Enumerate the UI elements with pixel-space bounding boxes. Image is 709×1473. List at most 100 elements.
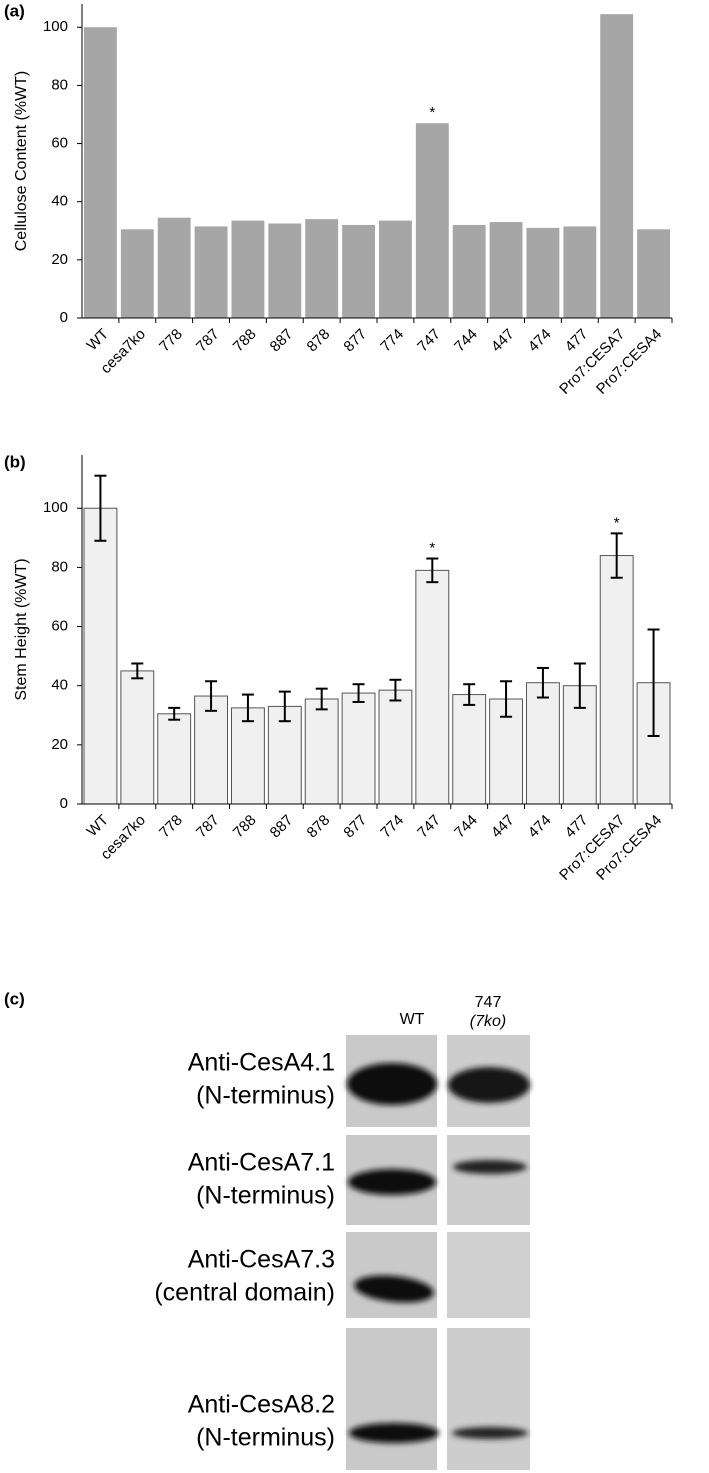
x-tick-label: 447 xyxy=(488,326,518,356)
x-tick-label: 447 xyxy=(488,812,518,842)
bar xyxy=(378,689,413,805)
bar xyxy=(157,713,192,805)
band xyxy=(347,1063,437,1105)
x-tick-label: 778 xyxy=(156,812,186,842)
annotation: * xyxy=(429,104,435,121)
x-tick-label: 788 xyxy=(230,326,260,356)
x-tick-label: 474 xyxy=(525,812,555,842)
bar xyxy=(563,226,597,318)
bar xyxy=(599,555,634,805)
x-tick-label: 747 xyxy=(414,812,444,842)
bar xyxy=(83,507,118,805)
bar xyxy=(452,694,487,805)
x-tick-label: 877 xyxy=(340,812,370,842)
bar xyxy=(600,14,634,318)
y-tick-label: 100 xyxy=(43,18,68,35)
y-axis-label: Cellulose Content (%WT) xyxy=(13,71,30,252)
row-label: (N-terminus) xyxy=(196,1082,335,1110)
x-tick-label: 477 xyxy=(562,812,592,842)
blot-lane xyxy=(447,1328,530,1470)
x-tick-label: 887 xyxy=(267,812,297,842)
x-tick-label: 878 xyxy=(304,326,334,356)
chart: (b)Stem Height (%WT)020406080100WTcesa7k… xyxy=(4,452,673,884)
bar xyxy=(231,707,265,805)
blot-panel: (c) WT 747 (7ko) Anti-CesA4.1 (N-terminu… xyxy=(4,989,530,1470)
y-tick-label: 0 xyxy=(60,309,68,326)
blot-lane xyxy=(346,1232,437,1318)
x-tick-label: WT xyxy=(84,326,113,355)
x-tick-label: 744 xyxy=(451,812,481,842)
blot-lane xyxy=(346,1328,437,1470)
x-tick-label: 878 xyxy=(304,812,334,842)
bar xyxy=(379,220,412,318)
blot-lane xyxy=(447,1232,530,1318)
bar xyxy=(304,698,339,805)
band xyxy=(348,1169,436,1195)
bar xyxy=(637,229,670,318)
bar xyxy=(231,220,265,318)
x-tick-label: 877 xyxy=(340,326,370,356)
x-tick-label: 747 xyxy=(414,326,444,356)
bar xyxy=(305,219,339,318)
annotation: * xyxy=(614,514,620,531)
band xyxy=(452,1427,528,1439)
bar xyxy=(341,692,376,805)
row-label: (N-terminus) xyxy=(196,1424,335,1452)
x-tick-label: 887 xyxy=(267,326,297,356)
row-label: Anti-CesA7.1 xyxy=(188,1149,335,1177)
bar xyxy=(452,224,486,318)
annotation: * xyxy=(429,539,435,556)
y-tick-label: 100 xyxy=(43,499,68,516)
y-tick-label: 20 xyxy=(51,736,68,753)
panel-label: (c) xyxy=(4,989,25,1008)
column-header: WT xyxy=(400,1011,425,1028)
x-tick-label: 744 xyxy=(451,326,481,356)
x-tick-label: 778 xyxy=(156,326,186,356)
y-tick-label: 60 xyxy=(51,135,68,152)
panel-label: (b) xyxy=(4,452,26,471)
bar xyxy=(120,670,155,805)
band xyxy=(349,1423,439,1443)
x-tick-label: 774 xyxy=(377,812,407,842)
y-tick-label: 80 xyxy=(51,76,68,93)
x-tick-label: 787 xyxy=(193,326,223,356)
x-tick-label: 788 xyxy=(230,812,260,842)
row-label: (central domain) xyxy=(154,1279,335,1307)
row-label: (N-terminus) xyxy=(196,1182,335,1210)
row-label: Anti-CesA7.3 xyxy=(188,1246,335,1274)
bar xyxy=(268,223,302,318)
bar xyxy=(120,229,154,318)
blot-lane xyxy=(447,1135,530,1225)
x-tick-label: 774 xyxy=(377,326,407,356)
column-header: (7ko) xyxy=(470,1013,506,1030)
bar xyxy=(489,222,523,318)
bar xyxy=(84,27,117,319)
x-tick-label: WT xyxy=(84,812,113,841)
bar xyxy=(194,695,228,805)
band xyxy=(448,1067,530,1103)
y-tick-label: 20 xyxy=(51,251,68,268)
row-label: Anti-CesA8.2 xyxy=(188,1391,335,1419)
x-tick-label: 787 xyxy=(193,812,223,842)
column-header: 747 xyxy=(475,994,502,1011)
band xyxy=(453,1160,527,1174)
band xyxy=(354,1275,434,1303)
bar xyxy=(415,123,449,318)
bar xyxy=(415,569,450,805)
x-tick-label: 474 xyxy=(525,326,555,356)
y-axis-label: Stem Height (%WT) xyxy=(13,558,30,700)
y-tick-label: 60 xyxy=(51,618,68,635)
chart: (a) Cellulose Content (%WT) 0 20 40 60 80 100 WT… xyxy=(4,1,673,398)
y-tick-label: 40 xyxy=(51,193,68,210)
y-tick-label: 40 xyxy=(51,677,68,694)
y-tick-label: 0 xyxy=(60,795,68,812)
x-tick-label: 477 xyxy=(562,326,592,356)
bar xyxy=(194,226,228,318)
row-label: Anti-CesA4.1 xyxy=(188,1049,335,1077)
panel-label: (a) xyxy=(4,1,25,20)
bar xyxy=(526,227,560,318)
bar xyxy=(526,682,560,805)
y-tick-label: 80 xyxy=(51,558,68,575)
bar xyxy=(157,217,191,318)
